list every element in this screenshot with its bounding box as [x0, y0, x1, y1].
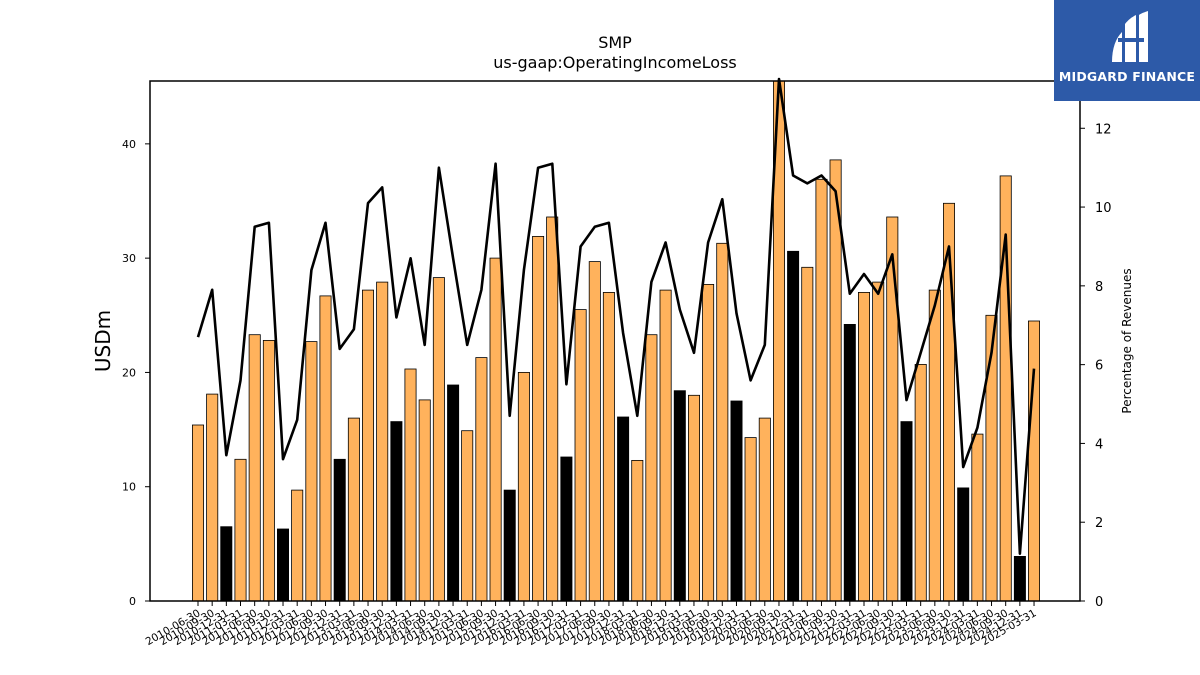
bar: [503, 489, 516, 602]
bar: [347, 417, 360, 602]
plot-frame: [149, 80, 1081, 602]
bar: [191, 424, 204, 602]
y2-tick-label: 12: [1095, 122, 1112, 137]
bar: [758, 417, 771, 602]
bar: [361, 289, 374, 602]
x-axis-ticks: 2010-06-302010-09-302010-12-312011-03-31…: [144, 601, 1039, 648]
bar: [617, 416, 630, 602]
bar: [744, 437, 757, 602]
bar: [475, 357, 488, 602]
line-series: [196, 77, 1036, 556]
bar: [900, 421, 913, 602]
bar: [206, 393, 219, 602]
bar: [432, 277, 445, 602]
y-tick-label: 30: [122, 252, 136, 265]
y2-tick-label: 10: [1095, 201, 1112, 216]
bar: [886, 216, 899, 602]
bar: [262, 339, 275, 602]
y2-tick-label: 0: [1095, 595, 1103, 610]
bar: [333, 458, 346, 602]
bar: [631, 459, 644, 602]
y2-tick-label: 6: [1095, 359, 1103, 374]
bar: [220, 526, 233, 602]
bar: [843, 323, 856, 602]
bar: [1028, 320, 1041, 602]
bar: [305, 341, 318, 602]
bar: [447, 384, 460, 602]
bar: [801, 266, 814, 602]
bar: [971, 433, 984, 602]
bar: [276, 528, 289, 602]
midgard-finance-logo: MIDGARD FINANCE: [1054, 0, 1200, 101]
bar: [872, 281, 885, 602]
bar: [1013, 556, 1026, 602]
y-tick-label: 10: [122, 481, 136, 494]
bar: [858, 291, 871, 602]
y-tick-label: 40: [122, 138, 136, 151]
logo-text: MIDGARD FINANCE: [1058, 69, 1196, 84]
bar: [688, 394, 701, 602]
y-axis-label: USDm: [91, 310, 115, 372]
bar: [489, 257, 502, 602]
logo-mark-icon: [1112, 11, 1148, 62]
bar: [319, 295, 332, 602]
bar: [461, 430, 474, 602]
y2-tick-label: 4: [1095, 437, 1103, 452]
bar: [673, 390, 686, 602]
chart-subtitle: us-gaap:OperatingIncomeLoss: [493, 53, 737, 72]
bar: [588, 261, 601, 602]
right-axis-ticks: 0 2 4 6 8 10 12: [1080, 122, 1112, 610]
left-axis-ticks: 0 10 20 30 40: [122, 138, 150, 608]
bar: [291, 489, 304, 602]
bar: [234, 458, 247, 602]
percentage-line: [196, 77, 1036, 556]
bar: [787, 250, 800, 602]
bar: [914, 363, 927, 602]
bar: [645, 334, 658, 602]
y2-tick-label: 8: [1095, 280, 1103, 295]
bar: [248, 334, 261, 602]
bar: [532, 235, 545, 602]
bar: [560, 456, 573, 602]
bar: [390, 421, 403, 602]
bar: [574, 309, 587, 602]
y2-axis-label: Percentage of Revenues: [1120, 268, 1134, 413]
bar: [418, 399, 431, 602]
bar: [702, 283, 715, 602]
bar-series: [191, 80, 1041, 602]
bar: [815, 178, 828, 602]
bar: [716, 242, 729, 602]
bar: [730, 400, 743, 602]
y-tick-label: 20: [122, 366, 136, 379]
y2-tick-label: 2: [1095, 516, 1103, 531]
bar: [546, 216, 559, 602]
bar: [659, 289, 672, 602]
bar: [517, 371, 530, 602]
bar: [928, 289, 941, 602]
bar: [957, 487, 970, 602]
chart-title: SMP: [598, 33, 632, 52]
bar: [404, 368, 417, 602]
bar: [376, 281, 389, 602]
bar: [602, 291, 615, 602]
y-tick-label: 0: [129, 595, 136, 608]
